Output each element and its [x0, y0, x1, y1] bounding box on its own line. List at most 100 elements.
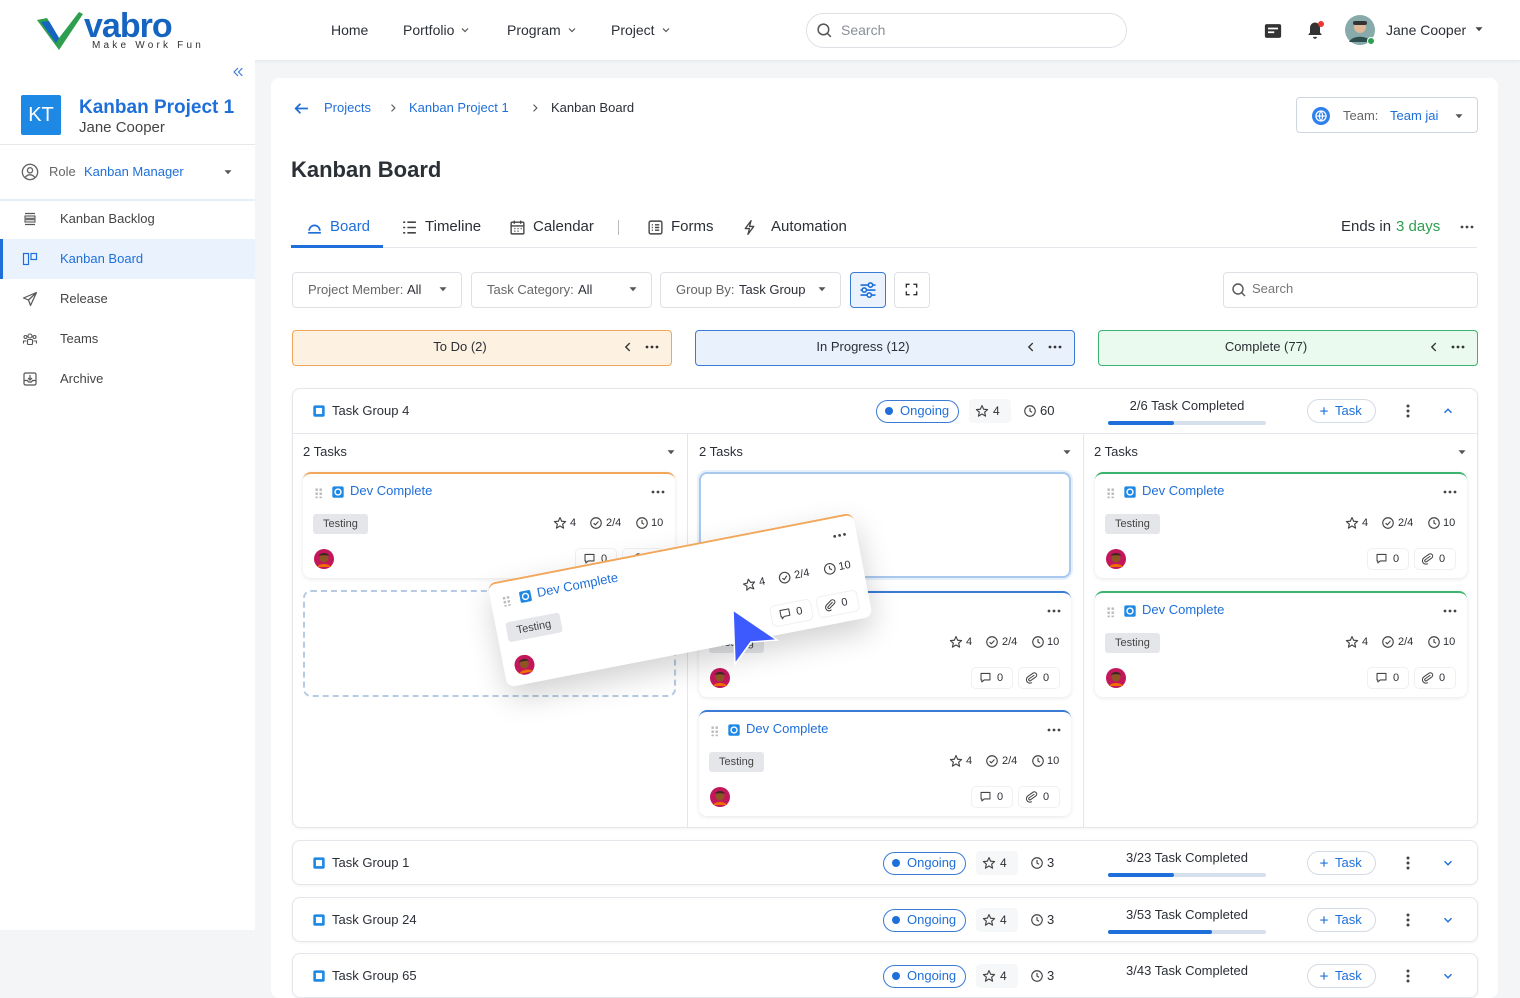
icon-shape [1346, 637, 1357, 648]
column-title: To Do (2) [292, 337, 628, 357]
card-checklist: 2/4 [1398, 632, 1413, 652]
icon-shape [1029, 343, 1033, 351]
task-card[interactable]: Dev CompleteTesting42/41000 [1095, 591, 1467, 697]
icon-shape [710, 668, 730, 688]
more-button[interactable] [1459, 219, 1475, 235]
icon [312, 969, 326, 983]
icon [1105, 486, 1118, 499]
divider [0, 144, 255, 145]
icon [979, 790, 992, 803]
divider [293, 433, 1477, 434]
icon-shape [507, 596, 510, 599]
icon-shape [1053, 729, 1056, 732]
icon-shape [24, 341, 37, 344]
group-stars: 4 [1000, 910, 1007, 930]
icon-shape [1407, 914, 1410, 917]
sidebar-item[interactable]: Release [60, 289, 108, 309]
icon-shape [1320, 972, 1328, 980]
nav-item[interactable]: Home [331, 20, 368, 40]
group-menu[interactable] [1400, 912, 1416, 928]
user-avatar [1344, 14, 1376, 46]
icon-shape [647, 219, 664, 236]
breadcrumb-item[interactable]: Projects [324, 98, 371, 118]
tab[interactable]: Automation [771, 217, 847, 237]
icon-shape [31, 254, 37, 260]
breadcrumb-item: Kanban Board [551, 98, 634, 118]
icon [815, 282, 829, 296]
icon-shape [990, 641, 995, 644]
group-hours: 3 [1047, 910, 1054, 930]
icon-shape [711, 726, 713, 728]
sidebar-item[interactable]: Kanban Board [60, 249, 143, 269]
icon-shape [1383, 637, 1394, 648]
divider [0, 199, 255, 201]
icon [949, 754, 963, 768]
icon [823, 597, 838, 612]
icon-shape [1123, 604, 1137, 618]
group-menu[interactable] [1400, 968, 1416, 984]
icon-shape [1377, 554, 1386, 563]
group-toggle[interactable] [1441, 969, 1455, 983]
group-toggle[interactable] [1441, 856, 1455, 870]
task-card[interactable]: Dev CompleteTesting42/41000 [699, 710, 1071, 816]
role-value[interactable]: Kanban Manager [84, 162, 184, 182]
icon-shape [983, 858, 994, 869]
icon-shape [509, 219, 526, 236]
icon-shape [401, 219, 418, 236]
icon-shape [315, 493, 317, 495]
nav-item[interactable]: Portfolio [403, 20, 454, 40]
breadcrumb-item[interactable]: Kanban Project 1 [409, 98, 509, 118]
icon [1345, 635, 1359, 649]
filter-value: All [407, 280, 421, 300]
icon-shape [1047, 339, 1063, 355]
icon-shape [1344, 14, 1376, 46]
icon-shape [507, 600, 510, 603]
sidebar-item[interactable]: Teams [60, 329, 98, 349]
tab[interactable]: Board [330, 217, 370, 237]
group-menu[interactable] [1400, 855, 1416, 871]
icon-shape [24, 254, 29, 265]
card-tag: Testing [1105, 514, 1160, 534]
tab[interactable]: Forms [671, 217, 714, 237]
avatar [513, 653, 536, 676]
collapse-button[interactable] [231, 65, 245, 79]
icon-shape [741, 219, 758, 236]
tab[interactable]: Timeline [425, 217, 481, 237]
icon-shape [1107, 488, 1109, 490]
group-progress: 3/23 Task Completed [1108, 848, 1266, 868]
icon-shape [1030, 856, 1044, 870]
sidebar-item[interactable]: Archive [60, 369, 103, 389]
icon-shape [975, 404, 989, 418]
tab[interactable]: Calendar [533, 217, 594, 237]
icon-shape [660, 24, 672, 36]
icon-shape [1444, 491, 1447, 494]
icon [1024, 340, 1038, 354]
icon-shape [1466, 226, 1469, 229]
group-toggle[interactable] [1441, 404, 1455, 418]
user-name[interactable]: Jane Cooper [1386, 20, 1466, 40]
icon [436, 282, 450, 296]
icon-shape [1375, 671, 1388, 684]
icon-shape [1421, 552, 1434, 565]
icon-shape [652, 225, 659, 230]
icon-shape [594, 522, 599, 525]
icon-shape [332, 486, 343, 497]
sidebar-item[interactable]: Kanban Backlog [60, 209, 155, 229]
group-menu[interactable] [1400, 403, 1416, 419]
icon-shape [1048, 729, 1051, 732]
group-toggle[interactable] [1441, 913, 1455, 927]
group-hours: 60 [1040, 401, 1054, 421]
icon-shape [1454, 610, 1457, 613]
icon-shape [1432, 343, 1436, 351]
card-stars: 4 [570, 513, 576, 533]
nav-item[interactable]: Project [611, 20, 655, 40]
nav-item[interactable]: Program [507, 20, 561, 40]
icon-shape [1031, 635, 1045, 649]
icon-shape [1456, 114, 1463, 118]
icon-shape [1030, 408, 1032, 412]
task-card[interactable]: Dev CompleteTesting42/41000 [1095, 472, 1467, 578]
icon-shape [554, 518, 565, 529]
back-button[interactable] [293, 100, 310, 117]
icon-shape [1462, 346, 1465, 349]
icon-shape [566, 24, 578, 36]
